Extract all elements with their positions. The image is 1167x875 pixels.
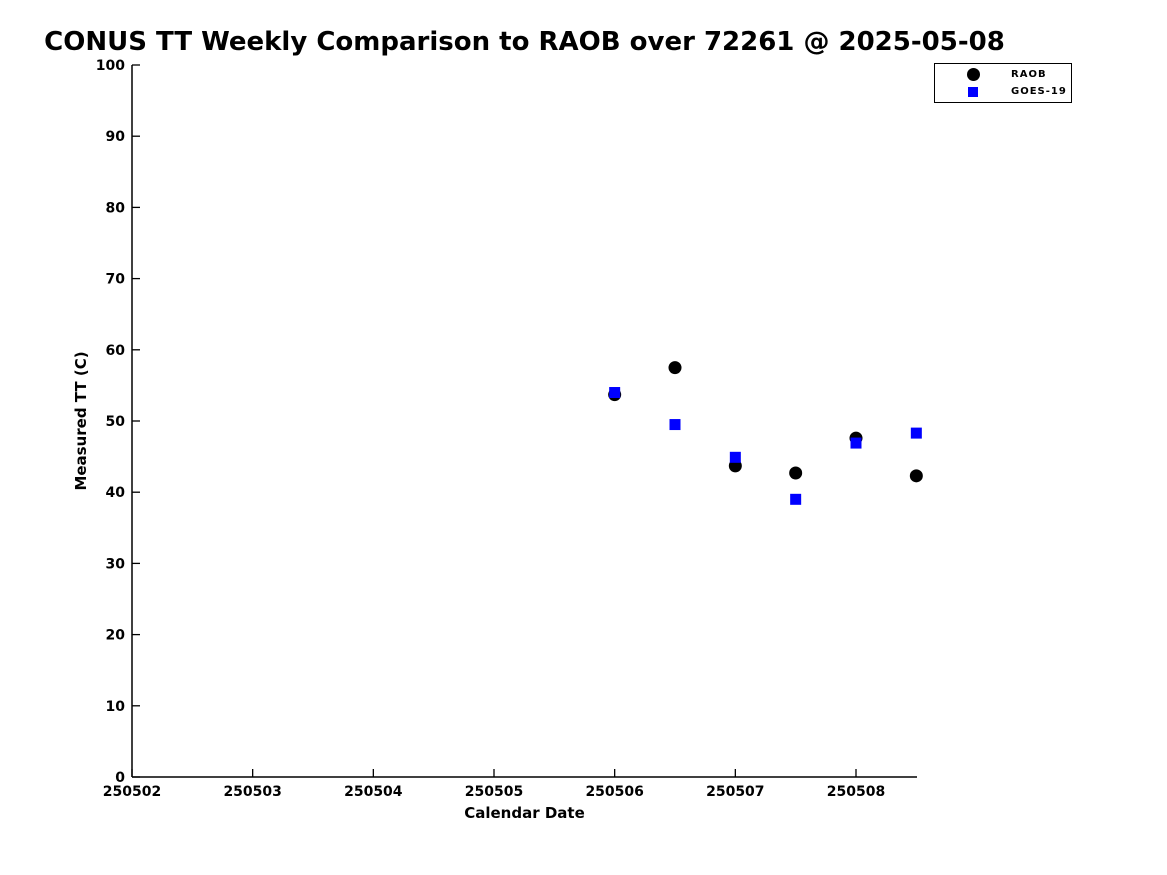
x-tick-label: 250505 [465,784,523,800]
data-point-goes-19 [729,451,741,463]
legend-item-raob: RAOB [935,66,1071,83]
data-point-raob [789,466,803,480]
data-point-goes-19 [609,387,621,399]
y-tick-label: 60 [106,343,126,359]
y-tick-label: 40 [106,485,126,501]
y-tick-label: 10 [106,699,126,715]
x-tick-label: 250507 [706,784,764,800]
y-tick-label: 90 [106,129,126,145]
y-tick-label: 80 [106,200,126,216]
y-tick-label: 20 [106,628,126,644]
y-tick-label: 0 [115,770,125,786]
data-point-goes-19 [910,427,922,439]
legend-label-raob: RAOB [1011,69,1047,80]
x-tick-label: 250506 [585,784,643,800]
data-point-goes-19 [790,493,802,505]
chart-title: CONUS TT Weekly Comparison to RAOB over … [44,27,1005,57]
x-tick-label: 250502 [103,784,161,800]
y-tick-label: 100 [96,58,125,74]
data-point-raob [668,361,682,375]
x-axis-label: Calendar Date [464,804,585,822]
data-point-goes-19 [850,437,862,449]
data-point-raob [909,469,923,483]
legend-item-goes-19: GOES-19 [935,83,1071,100]
legend-label-goes-19: GOES-19 [1011,86,1067,97]
legend: RAOB GOES-19 [934,63,1072,103]
y-tick-label: 70 [106,272,126,288]
legend-marker-goes-19-square-icon [968,86,978,97]
data-point-goes-19 [669,419,681,431]
x-tick-label: 250508 [827,784,885,800]
legend-marker-raob-circle-icon [966,68,980,81]
x-tick-label: 250503 [223,784,281,800]
x-tick-label: 250504 [344,784,403,800]
y-tick-label: 30 [106,556,126,572]
y-tick-label: 50 [106,414,126,430]
